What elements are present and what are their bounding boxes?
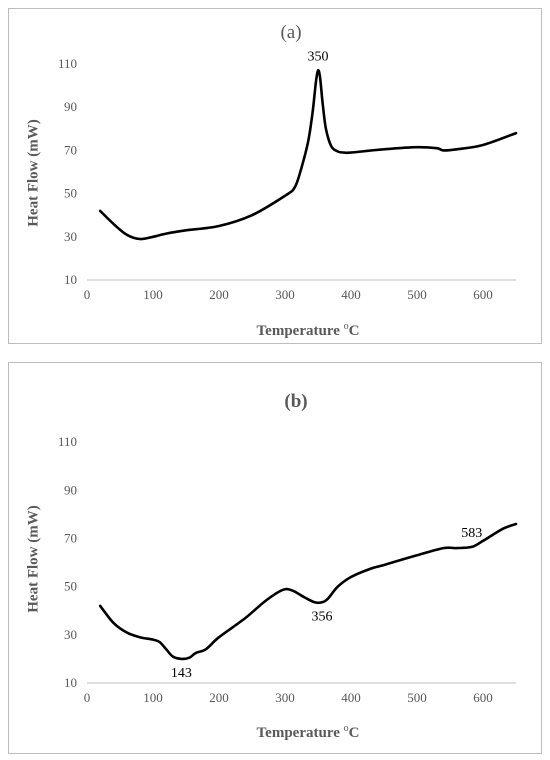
- chart-a-title: (a): [280, 22, 302, 43]
- chart-b-plot: 0 100 200 300 400 500 600 10 30 50 70 90 110 143 356 58…: [58, 434, 518, 705]
- x-tick-label: 400: [341, 287, 361, 302]
- x-tick-label: 200: [209, 287, 229, 302]
- x-tick-label: 200: [209, 690, 229, 705]
- x-tick-label: 400: [341, 690, 361, 705]
- chart-panel-a: 0 100 200 300 400 500 600 10 30 50 70 90 110 350 (a) …: [8, 8, 542, 344]
- x-tick-label: 0: [84, 690, 91, 705]
- y-tick-label: 90: [64, 99, 77, 114]
- y-tick-label: 50: [64, 186, 77, 201]
- y-tick-label: 50: [64, 579, 77, 594]
- x-tick-label: 600: [473, 690, 493, 705]
- peak-annotation: 356: [311, 609, 332, 624]
- peak-annotation: 350: [308, 49, 329, 64]
- chart-a-ylabel: Heat Flow (mW): [25, 119, 42, 227]
- x-tick-label: 500: [407, 690, 427, 705]
- x-tick-label: 100: [143, 690, 163, 705]
- y-tick-label: 10: [64, 272, 77, 287]
- peak-annotation: 583: [461, 526, 482, 541]
- x-tick-label: 0: [84, 287, 91, 302]
- series-line: [98, 522, 518, 661]
- chart-b-ylabel: Heat Flow (mW): [25, 505, 42, 613]
- y-tick-label: 110: [58, 56, 77, 71]
- chart-b-title: (b): [284, 391, 308, 412]
- x-tick-label: 100: [143, 287, 163, 302]
- y-tick-label: 70: [64, 530, 77, 545]
- chart-b-xlabel: Temperature oC: [256, 723, 360, 741]
- y-tick-label: 30: [64, 229, 77, 244]
- chart-a-xlabel: Temperature oC: [256, 321, 360, 339]
- peak-annotation: 143: [171, 666, 192, 681]
- x-tick-label: 300: [275, 690, 295, 705]
- x-tick-label: 300: [275, 287, 295, 302]
- y-tick-label: 10: [64, 675, 77, 690]
- y-tick-label: 30: [64, 627, 77, 642]
- y-tick-label: 70: [64, 142, 77, 157]
- chart-panel-b: 0 100 200 300 400 500 600 10 30 50 70 90 110 143 356 58…: [8, 362, 542, 754]
- x-tick-label: 500: [407, 287, 427, 302]
- x-tick-label: 600: [473, 287, 493, 302]
- y-tick-label: 90: [64, 482, 77, 497]
- y-tick-label: 110: [58, 434, 77, 449]
- series-line: [98, 69, 518, 241]
- chart-a-plot: 0 100 200 300 400 500 600 10 30 50 70 90 110 350: [58, 49, 518, 302]
